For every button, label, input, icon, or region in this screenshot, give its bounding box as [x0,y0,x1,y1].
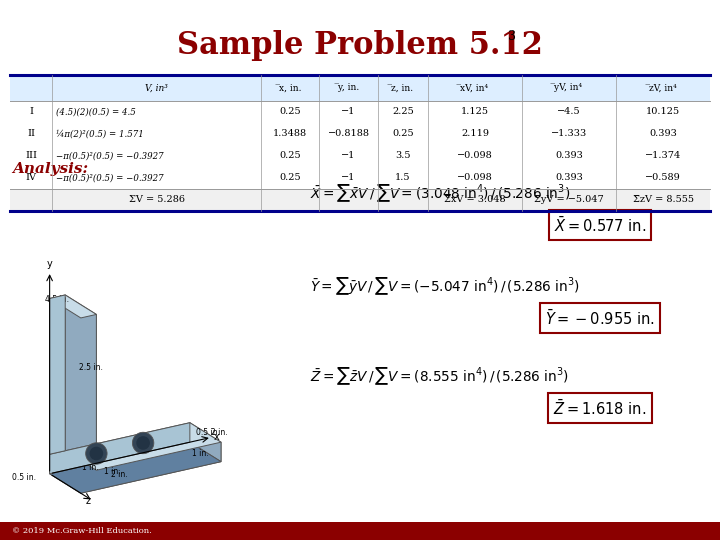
Text: 0.5 in.: 0.5 in. [196,428,220,437]
Text: −0.098: −0.098 [457,173,493,183]
Text: ̅y, in.: ̅y, in. [338,84,359,92]
Ellipse shape [89,447,103,460]
Text: z: z [85,496,90,506]
Ellipse shape [132,432,154,454]
Text: −π(0.5)²(0.5) = −0.3927: −π(0.5)²(0.5) = −0.3927 [56,173,163,183]
Text: ̅zV, in⁴: ̅zV, in⁴ [649,84,677,92]
Text: 2 in.: 2 in. [112,470,128,480]
Text: −1: −1 [341,107,356,117]
Text: −1: −1 [341,173,356,183]
Text: Σ̅xV = 3.048: Σ̅xV = 3.048 [444,195,506,205]
Text: 0.25: 0.25 [279,173,301,183]
Text: ̅z, in.: ̅z, in. [392,84,414,92]
Text: −0.098: −0.098 [457,152,493,160]
Text: Sample Problem 5.12: Sample Problem 5.12 [177,30,543,61]
Text: 0.25: 0.25 [279,152,301,160]
Text: I: I [29,107,33,117]
Text: 2 in.: 2 in. [211,428,228,437]
Text: Σ̅zV = 8.555: Σ̅zV = 8.555 [632,195,693,205]
Polygon shape [66,423,221,470]
Text: $\bar{Z} = 1.618\ \mathrm{in.}$: $\bar{Z} = 1.618\ \mathrm{in.}$ [553,399,647,417]
Text: 0.393: 0.393 [649,130,677,138]
Text: 10.125: 10.125 [646,107,680,117]
Text: 0.393: 0.393 [555,152,583,160]
Text: IV: IV [26,173,37,183]
Text: 2.25: 2.25 [392,107,414,117]
Text: $\bar{X} = 0.577\ \mathrm{in.}$: $\bar{X} = 0.577\ \mathrm{in.}$ [554,215,646,234]
Text: x: x [214,433,220,442]
Text: 0.393: 0.393 [555,173,583,183]
Text: 4.5 in.: 4.5 in. [45,295,69,305]
Text: ̅x, in.: ̅x, in. [279,84,302,92]
Ellipse shape [136,436,150,450]
Text: 3.5: 3.5 [395,152,410,160]
Text: $\bar{Y} = -0.955\ \mathrm{in.}$: $\bar{Y} = -0.955\ \mathrm{in.}$ [545,308,655,328]
Polygon shape [50,442,221,493]
Polygon shape [50,295,66,454]
Polygon shape [50,299,81,474]
Text: 3: 3 [508,30,516,43]
Text: Σ̅yV = −5.047: Σ̅yV = −5.047 [534,195,604,205]
Text: $\bar{Z} = \sum\bar{z}V\,/\,\sum V = (8.555\ \mathrm{in^4})\,/\,(5.286\ \mathrm{: $\bar{Z} = \sum\bar{z}V\,/\,\sum V = (8.… [310,365,569,387]
Text: 2.5 in.: 2.5 in. [79,362,103,372]
Polygon shape [66,295,96,470]
Text: −4.5: −4.5 [557,107,581,117]
Polygon shape [50,423,190,474]
Text: 1 in.: 1 in. [192,449,208,458]
Text: ΣV = 5.286: ΣV = 5.286 [129,195,184,205]
Text: 0.5 in.: 0.5 in. [12,473,36,482]
Bar [10,75,710,101]
Text: II: II [27,130,35,138]
Text: 1 in.: 1 in. [104,467,120,476]
Polygon shape [190,423,221,462]
Text: (4.5)(2)(0.5) = 4.5: (4.5)(2)(0.5) = 4.5 [56,107,136,117]
Bar [0,522,720,540]
Text: −π(0.5)²(0.5) = −0.3927: −π(0.5)²(0.5) = −0.3927 [56,152,163,160]
Bar [10,189,710,211]
Text: $\bar{Y} = \sum\bar{y}V\,/\,\sum V = (-5.047\ \mathrm{in^4})\,/\,(5.286\ \mathrm: $\bar{Y} = \sum\bar{y}V\,/\,\sum V = (-5… [310,275,580,296]
Text: 0.25: 0.25 [279,107,301,117]
Text: III: III [25,152,37,160]
Text: ̅xV, in⁴: ̅xV, in⁴ [461,84,489,92]
Ellipse shape [86,443,107,464]
Text: 1 in.: 1 in. [82,463,99,472]
Text: −1: −1 [341,152,356,160]
Polygon shape [81,442,221,493]
Text: 2.119: 2.119 [461,130,489,138]
Text: −0.8188: −0.8188 [328,130,369,138]
Text: −0.589: −0.589 [645,173,681,183]
Text: 1.3488: 1.3488 [274,130,307,138]
Text: y: y [47,259,53,269]
Text: $\bar{X} = \sum\bar{x}V\,/\,\sum V = (3.048\ \mathrm{in^4})\,/\,(5.286\ \mathrm{: $\bar{X} = \sum\bar{x}V\,/\,\sum V = (3.… [310,182,570,204]
Text: ̅yV, in⁴: ̅yV, in⁴ [555,84,583,92]
Polygon shape [81,314,96,474]
Text: 1.5: 1.5 [395,173,410,183]
Polygon shape [50,295,96,318]
Polygon shape [50,454,81,493]
Text: 1.125: 1.125 [461,107,489,117]
Text: ¼π(2)²(0.5) = 1.571: ¼π(2)²(0.5) = 1.571 [56,130,144,138]
Text: 0.25: 0.25 [392,130,414,138]
Text: −1.374: −1.374 [645,152,681,160]
Text: © 2019 Mc.Graw-Hill Education.: © 2019 Mc.Graw-Hill Education. [12,527,152,535]
Text: Analysis:: Analysis: [12,162,88,176]
Text: V, in³: V, in³ [145,84,168,92]
Text: −1.333: −1.333 [551,130,587,138]
